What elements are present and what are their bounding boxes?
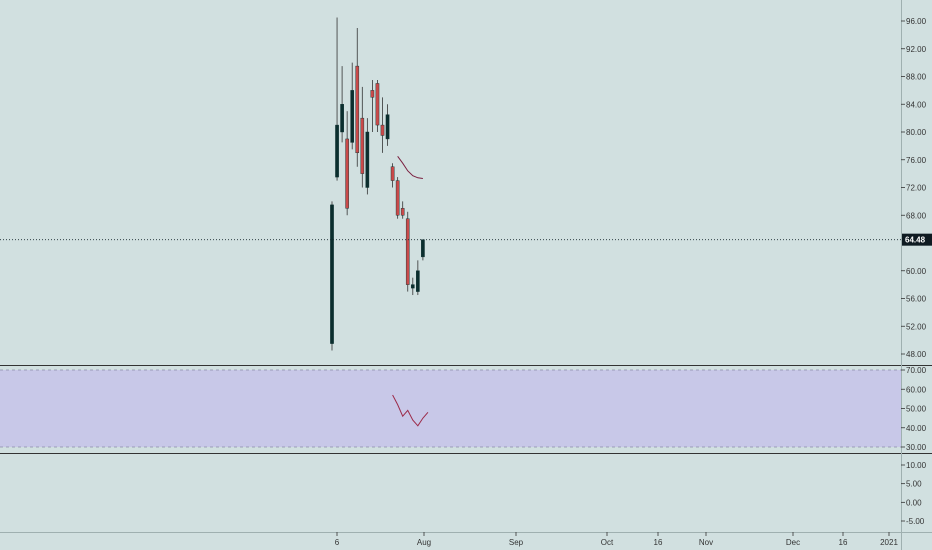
current-price-label: 64.48 xyxy=(905,236,926,245)
candle[interactable] xyxy=(421,239,425,261)
time-tick-label: Sep xyxy=(509,538,524,547)
candle-body-down xyxy=(395,180,400,216)
price-tick-label: 52.00 xyxy=(906,322,927,331)
rsi-tick-label: 40.00 xyxy=(906,424,927,433)
candle[interactable] xyxy=(400,201,405,219)
time-tick-label: Nov xyxy=(699,538,713,547)
candle[interactable] xyxy=(355,27,360,167)
price-tick-label: 92.00 xyxy=(906,45,927,54)
time-axis[interactable]: 6 Aug Sep Oct 16 Nov Dec 16 2021 xyxy=(335,532,899,547)
candle[interactable] xyxy=(380,97,385,153)
candle-body-down xyxy=(405,218,410,285)
candle-body-down xyxy=(390,166,395,181)
time-tick-label: 16 xyxy=(839,538,848,547)
candle[interactable] xyxy=(411,277,415,296)
time-tick-label: Oct xyxy=(601,538,614,547)
candle-body-up xyxy=(340,104,344,133)
rsi-tick-label: 50.00 xyxy=(906,405,927,414)
candle-body-up xyxy=(421,239,425,258)
candle-body-up xyxy=(330,204,334,344)
osc-tick-label: 0.00 xyxy=(906,498,922,507)
candle-body-down xyxy=(400,208,405,216)
candle[interactable] xyxy=(405,211,410,292)
candle[interactable] xyxy=(360,86,365,188)
candle[interactable] xyxy=(330,201,334,351)
time-tick-label: 2021 xyxy=(880,538,898,547)
candle[interactable] xyxy=(350,62,355,150)
time-tick-label: 16 xyxy=(654,538,663,547)
price-tick-label: 76.00 xyxy=(906,156,927,165)
price-tick-label: 84.00 xyxy=(906,100,927,109)
rsi-tick-label: 70.00 xyxy=(906,366,927,375)
candle-body-up xyxy=(385,114,390,140)
candle-body-down xyxy=(360,117,365,174)
candle-body-down xyxy=(370,90,375,98)
candle-body-up xyxy=(350,90,355,143)
rsi-line xyxy=(392,394,429,427)
osc-tick-label: 10.00 xyxy=(906,461,927,470)
price-tick-label: 96.00 xyxy=(906,17,927,26)
candle[interactable] xyxy=(395,177,400,219)
osc-tick-label: -5.00 xyxy=(906,517,925,526)
rsi-axis[interactable]: 70.00 60.00 50.00 40.00 30.00 xyxy=(901,366,927,452)
price-axis[interactable]: 96.00 92.00 88.00 84.00 80.00 76.00 72.00 68.00… xyxy=(901,17,927,359)
price-tick-label: 68.00 xyxy=(906,211,927,220)
price-tick-label: 80.00 xyxy=(906,128,927,137)
candles[interactable] xyxy=(330,17,425,351)
price-tick-label: 88.00 xyxy=(906,73,927,82)
candle[interactable] xyxy=(365,118,370,195)
moving-average xyxy=(397,155,423,179)
rsi-tick-label: 30.00 xyxy=(906,443,927,452)
price-tick-label: 48.00 xyxy=(906,350,927,359)
rsi-band xyxy=(0,369,901,448)
candle[interactable] xyxy=(345,111,349,216)
rsi-band-fill xyxy=(0,370,901,447)
price-tick-label: 56.00 xyxy=(906,295,927,304)
candle-body-down xyxy=(380,124,385,136)
current-price-label-bg xyxy=(902,233,932,246)
rsi-polyline xyxy=(392,394,429,427)
oscillator-axis[interactable]: 10.00 5.00 0.00 -5.00 xyxy=(901,461,927,526)
price-tick-label: 60.00 xyxy=(906,267,927,276)
ma-polyline xyxy=(397,155,423,179)
candle-body-down xyxy=(375,83,380,126)
price-tick-label: 72.00 xyxy=(906,184,927,193)
candle[interactable] xyxy=(335,17,339,181)
time-tick-label: Aug xyxy=(417,538,431,547)
candle-body-up xyxy=(416,270,420,292)
candle-body-up xyxy=(365,131,370,188)
current-price-line: 64.48 xyxy=(0,233,932,246)
candle-body-up xyxy=(335,124,339,178)
rsi-tick-label: 60.00 xyxy=(906,385,927,394)
candle[interactable] xyxy=(375,79,380,132)
time-tick-label: Dec xyxy=(786,538,800,547)
candle[interactable] xyxy=(390,163,395,188)
candle-body-down xyxy=(355,65,360,154)
candle[interactable] xyxy=(340,66,344,143)
candle-body-down xyxy=(345,138,349,209)
candle[interactable] xyxy=(385,104,390,146)
candle[interactable] xyxy=(370,79,375,132)
candle[interactable] xyxy=(416,260,420,296)
osc-tick-label: 5.00 xyxy=(906,480,922,489)
time-tick-label: 6 xyxy=(335,538,340,547)
candle-body-up xyxy=(411,284,415,289)
